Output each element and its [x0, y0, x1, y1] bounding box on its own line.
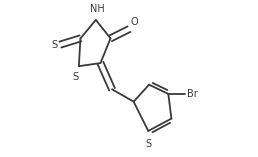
Text: NH: NH: [91, 5, 105, 14]
Text: S: S: [73, 72, 79, 81]
Text: S: S: [145, 139, 151, 149]
Text: S: S: [51, 40, 58, 50]
Text: O: O: [131, 17, 138, 27]
Text: Br: Br: [187, 89, 198, 99]
